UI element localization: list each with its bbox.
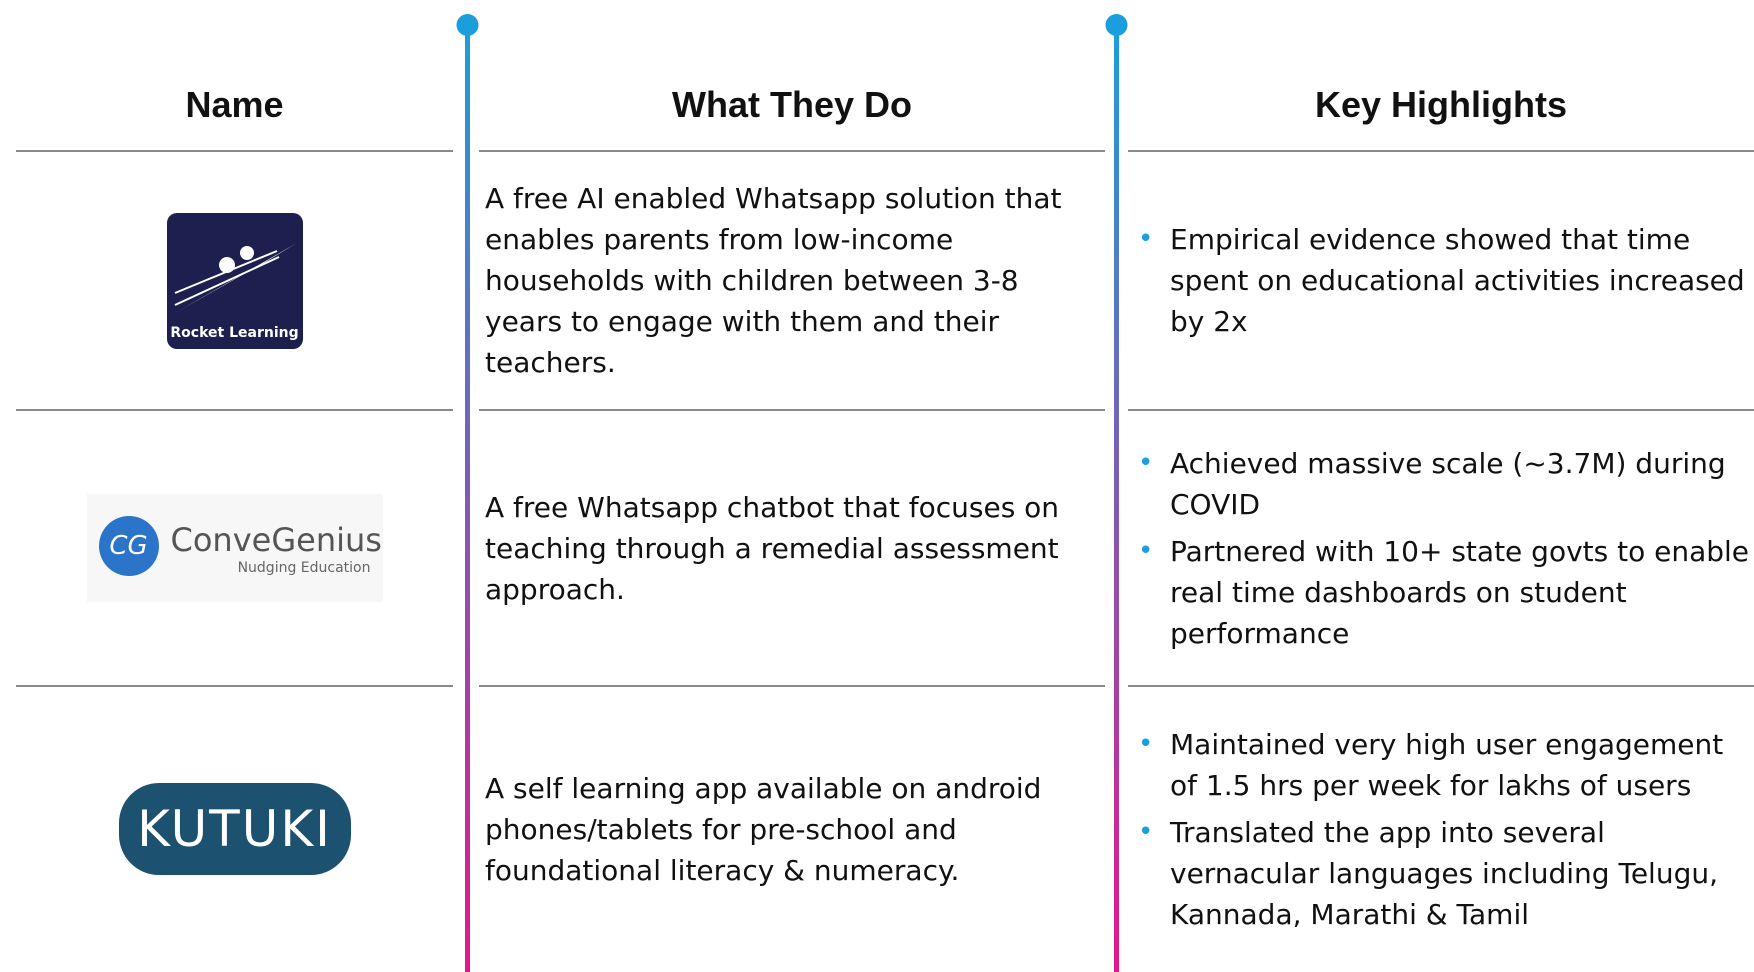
highlight: Maintained very high user engagement of … [1128, 724, 1754, 806]
column-header: Key Highlights [1314, 84, 1568, 125]
highlights-cell: Maintained very high user engagement of … [1128, 686, 1754, 972]
logo-text: ConveGenius [170, 521, 382, 559]
rule [479, 150, 1105, 152]
logo-text: Rocket Learning [170, 324, 299, 341]
rule [1128, 685, 1754, 687]
rule [479, 409, 1105, 411]
logo: KUTUKI [118, 783, 351, 875]
divider-dot [456, 14, 479, 36]
highlight: Empirical evidence showed that time spen… [1128, 219, 1754, 342]
rule [1128, 150, 1754, 152]
description: A free AI enabled Whatsapp solution that… [485, 182, 1062, 379]
logo-tagline: Nudging Education [237, 560, 371, 576]
rule [16, 409, 453, 411]
column-header: Name [185, 84, 284, 125]
rule [479, 685, 1105, 687]
rule [1128, 409, 1754, 411]
rule [16, 150, 453, 152]
highlights: Empirical evidence showed that time spen… [1128, 213, 1754, 348]
logo-cell: KUTUKI [16, 686, 453, 972]
logo-cell: CG ConveGenius Nudging Education [16, 410, 453, 686]
rule [16, 685, 453, 687]
column-header: What They Do [672, 84, 912, 125]
divider-line [465, 25, 470, 972]
logo: Rocket Learning [166, 212, 303, 349]
logo: CG ConveGenius Nudging Education [86, 494, 383, 602]
highlights-cell: Achieved massive scale (~3.7M) during CO… [1128, 410, 1754, 686]
highlight: Partnered with 10+ state govts to enable… [1128, 531, 1754, 654]
divider-dot [1105, 14, 1128, 36]
highlights: Maintained very high user engagement of … [1128, 718, 1754, 941]
description: A free Whatsapp chatbot that focuses on … [485, 490, 1060, 606]
logo-cell: Rocket Learning [16, 151, 453, 410]
highlights: Achieved massive scale (~3.7M) during CO… [1128, 437, 1754, 660]
highlight: Achieved massive scale (~3.7M) during CO… [1128, 443, 1754, 525]
divider-line [1114, 25, 1119, 972]
logo-badge: CG [98, 516, 159, 576]
highlight: Translated the app into several vernacul… [1128, 812, 1754, 935]
description: A self learning app available on android… [485, 771, 1042, 887]
highlights-cell: Empirical evidence showed that time spen… [1128, 151, 1754, 410]
